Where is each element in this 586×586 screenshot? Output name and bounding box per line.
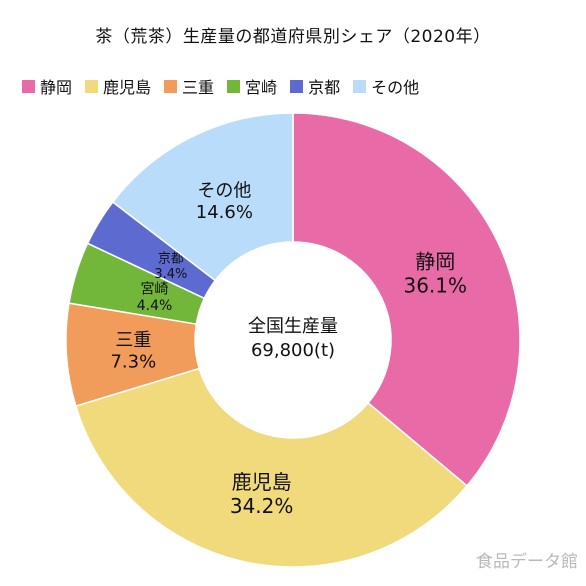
slice-value-label: 14.6% (196, 202, 253, 223)
legend-label: 静岡 (40, 78, 73, 97)
slice-value-label: 4.4% (137, 298, 173, 314)
legend-label: 京都 (308, 78, 341, 97)
slice-other (111, 112, 294, 282)
legend-swatch (164, 79, 178, 93)
legend-item: 静岡 (22, 74, 72, 98)
slice-category-label: 鹿児島 (232, 470, 292, 494)
legend-swatch (22, 79, 35, 93)
slice-value-label: 7.3% (110, 352, 156, 373)
legend-item: 京都 (290, 74, 340, 98)
slice-category-label: 三重 (115, 330, 151, 351)
center-label-total: 69,800(t) (250, 340, 336, 361)
legend-item: 三重 (164, 74, 214, 98)
legend-swatch (290, 79, 304, 93)
legend-label: 鹿児島 (103, 78, 152, 97)
legend-swatch (227, 79, 241, 93)
legend-swatch (85, 79, 99, 93)
slice-shizuoka (292, 112, 521, 487)
legend: 静岡 鹿児島 三重 宮崎 京都 その他 (22, 74, 432, 98)
slice-value-label: 3.4% (154, 267, 187, 282)
chart-title: 茶（荒茶）生産量の都道府県別シェア（2020年） (95, 27, 491, 47)
slice-category-label: 京都 (158, 251, 184, 266)
legend-item: 鹿児島 (85, 74, 151, 98)
slice-category-label: 宮崎 (141, 281, 169, 297)
legend-label: その他 (371, 78, 420, 97)
center-label-title: 全国生産量 (248, 316, 338, 337)
slice-value-label: 34.2% (230, 494, 294, 518)
slice-category-label: その他 (197, 181, 251, 202)
legend-swatch (353, 79, 367, 93)
legend-label: 宮崎 (245, 78, 278, 97)
slice-kagoshima (74, 367, 469, 568)
legend-item: 宮崎 (227, 74, 277, 98)
watermark: 食品データ館 (476, 552, 578, 572)
slice-category-label: 静岡 (415, 250, 455, 274)
slice-value-label: 36.1% (403, 274, 467, 298)
legend-item: その他 (353, 74, 419, 98)
legend-label: 三重 (182, 78, 215, 97)
